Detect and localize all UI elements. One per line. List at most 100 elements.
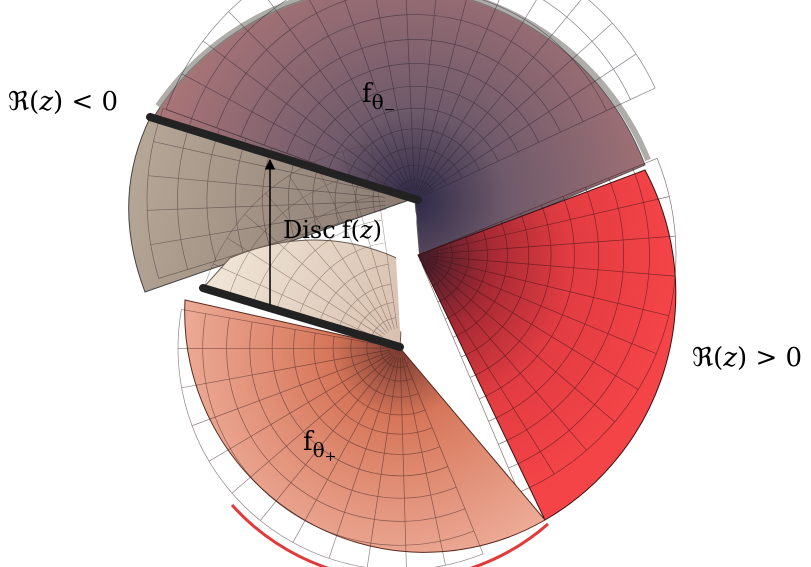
- grid-radial-line: [423, 53, 637, 195]
- grid-arc-line: [508, 168, 650, 469]
- grid-radial-line: [415, 0, 437, 191]
- grid-arc-line: [328, 108, 499, 169]
- grid-arc-line: [177, 309, 484, 567]
- grid-radial-line: [421, 264, 520, 493]
- grid-radial-line: [228, 11, 409, 194]
- grid-radial-line: [314, 161, 392, 330]
- grid-arc-line: [478, 196, 575, 400]
- grid-radial-line: [212, 263, 382, 341]
- grid-arc-line: [216, 0, 607, 128]
- grid-arc-line: [263, 39, 561, 146]
- grid-radial-line: [375, 0, 414, 191]
- red-sheet: [417, 169, 677, 521]
- grid-radial-line: [423, 87, 656, 197]
- grid-arc-line: [365, 147, 463, 183]
- grid-arc-line: [275, 219, 383, 313]
- grid-radial-line: [288, 175, 390, 332]
- grid-arc-line: [318, 264, 389, 325]
- upper-cut-line: [146, 113, 422, 204]
- grid-radial-line: [202, 40, 408, 195]
- grid-radial-line: [260, 355, 394, 521]
- grid-arc-line: [271, 325, 449, 477]
- grid-arc-line: [498, 177, 624, 445]
- lower-cut-line: [199, 284, 404, 351]
- grid-radial-line: [405, 0, 415, 191]
- grid-radial-line: [421, 0, 582, 193]
- grid-radial-line: [177, 347, 391, 349]
- grid-arc-line: [431, 242, 453, 287]
- label-re-positive: ℜ(z) > 0: [692, 343, 802, 373]
- grid-arc-line: [177, 118, 193, 270]
- grid-arc-line: [437, 235, 470, 303]
- grid-arc-line: [347, 128, 480, 176]
- grid-radial-line: [403, 357, 484, 554]
- grid-arc-line: [297, 242, 386, 319]
- grid-arc-line: [380, 344, 408, 368]
- label-f-theta-plus: fθ+: [303, 427, 336, 465]
- grid-arc-line: [249, 321, 457, 499]
- grid-radial-line: [427, 196, 670, 254]
- grid-radial-line: [426, 259, 639, 390]
- grid-arc-line: [313, 332, 433, 435]
- grid-radial-line: [419, 0, 537, 192]
- grid-arc-line: [252, 195, 379, 306]
- grid-radial-line: [181, 73, 407, 196]
- grid-arc-line: [146, 108, 164, 279]
- grid-radial-line: [148, 175, 386, 198]
- grid-radial-line: [208, 352, 392, 462]
- grid-radial-line: [328, 357, 398, 559]
- label-f-theta-minus: fθ−: [362, 79, 395, 118]
- grid-arc-line: [234, 138, 247, 253]
- grid-radial-line: [427, 258, 657, 355]
- label-re-negative: ℜ(z) < 0: [8, 87, 118, 117]
- grid-radial-line: [181, 309, 391, 347]
- grid-radial-line: [150, 204, 386, 246]
- grid-arc-line: [488, 187, 599, 422]
- grid-radial-line: [401, 357, 446, 566]
- upper-flap-grid: [146, 108, 387, 279]
- upper-sheet-grid: [165, 0, 656, 197]
- lower-sheet: [184, 299, 546, 553]
- grid-arc-line: [350, 339, 419, 398]
- grid-arc-line: [202, 144, 372, 292]
- grid-arc-line: [337, 283, 392, 331]
- grid-radial-line: [417, 0, 467, 191]
- grid-arc-line: [226, 317, 466, 522]
- grid-arc-line: [240, 14, 584, 137]
- grid-radial-line: [158, 208, 387, 279]
- grid-radial-line: [399, 357, 407, 567]
- grid-radial-line: [265, 193, 388, 334]
- lower-sheet-rim: [230, 503, 549, 567]
- grid-arc-line: [307, 86, 519, 162]
- grid-arc-line: [469, 205, 552, 378]
- upper-sheet-rim: [155, 0, 651, 162]
- grid-radial-line: [422, 22, 613, 194]
- grid-arc-line: [165, 0, 656, 110]
- upper-flap: [128, 117, 417, 293]
- grid-radial-line: [344, 0, 413, 191]
- grid-radial-line: [292, 356, 396, 543]
- grid-arc-line: [425, 247, 439, 274]
- grid-radial-line: [427, 158, 658, 252]
- grid-radial-line: [231, 354, 393, 494]
- grid-radial-line: [422, 263, 555, 475]
- grid-arc-line: [395, 179, 434, 194]
- grid-arc-line: [293, 329, 440, 455]
- grid-radial-line: [147, 200, 386, 211]
- grid-radial-line: [309, 0, 411, 192]
- grid-radial-line: [427, 257, 669, 317]
- red-sheet-grid: [421, 158, 677, 493]
- grid-arc-line: [191, 0, 631, 119]
- grid-arc-line: [202, 313, 475, 546]
- grid-radial-line: [366, 357, 399, 567]
- grid-radial-line: [418, 0, 500, 191]
- grid-arc-line: [206, 128, 220, 261]
- grid-radial-line: [267, 0, 410, 193]
- grid-radial-line: [244, 213, 386, 336]
- lower-sheet-grid: [177, 309, 484, 567]
- grid-arc-line: [366, 342, 413, 382]
- grid-radial-line: [181, 349, 391, 389]
- grid-arc-line: [452, 221, 508, 338]
- grid-arc-line: [445, 228, 488, 320]
